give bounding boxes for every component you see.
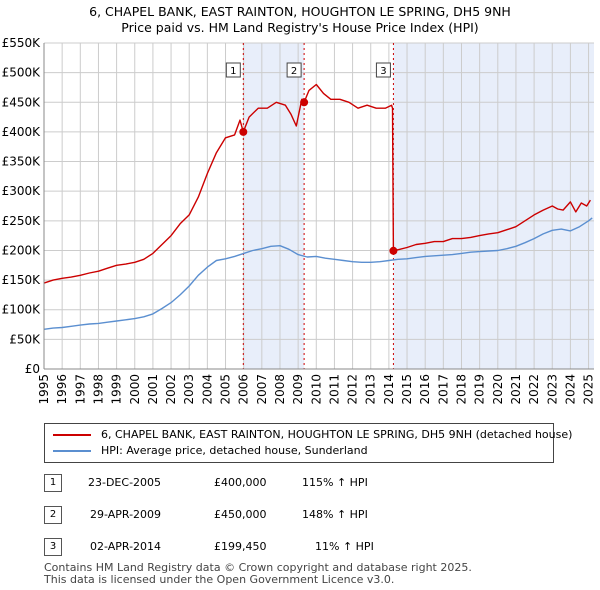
x-tick-label: 2025	[582, 374, 596, 405]
x-tick-label: 2008	[273, 374, 287, 405]
x-tick-label: 2001	[146, 374, 160, 405]
sale-date: 23-DEC-2005	[88, 476, 162, 489]
sale-hpi-change: 148% ↑ HPI	[302, 508, 368, 521]
y-tick-label: £400K	[2, 125, 42, 139]
x-tick-label: 1997	[73, 374, 87, 405]
chart-title-line2: Price paid vs. HM Land Registry's House …	[121, 20, 479, 35]
sale-number-badge: 2	[44, 506, 62, 524]
x-tick-label: 2012	[346, 374, 360, 405]
x-tick-label: 2009	[291, 374, 305, 405]
legend-swatch-property	[53, 434, 91, 436]
sale-label-box	[225, 62, 241, 78]
sale-hpi-change: 115% ↑ HPI	[302, 476, 368, 489]
x-tick-label: 2003	[182, 374, 196, 405]
footer-licence: This data is licensed under the Open Gov…	[44, 573, 395, 586]
y-tick-label: £350K	[2, 155, 42, 169]
x-tick-label: 2019	[473, 374, 487, 405]
y-tick-label: £50K	[9, 332, 41, 346]
sale-price: £450,000	[214, 508, 267, 521]
sale-date: 29-APR-2009	[90, 508, 162, 521]
table-row: 2 29-APR-2009 £450,000 148% ↑ HPI	[44, 505, 564, 525]
y-tick-label: £450K	[2, 95, 42, 109]
x-tick-label: 2020	[491, 374, 505, 405]
sale-point	[300, 98, 309, 107]
y-tick-label: £150K	[2, 273, 42, 287]
x-tick-label: 2010	[309, 374, 323, 405]
y-tick-label: £300K	[2, 184, 42, 198]
x-tick-label: 2017	[436, 374, 450, 405]
y-tick-label: £250K	[2, 214, 42, 228]
x-tick-label: 2015	[400, 374, 414, 405]
legend: 6, CHAPEL BANK, EAST RAINTON, HOUGHTON L…	[44, 423, 572, 463]
footer-copyright: Contains HM Land Registry data © Crown c…	[44, 561, 472, 574]
x-tick-label: 2018	[454, 374, 468, 405]
y-tick-label: £100K	[2, 303, 42, 317]
sale-hpi-change: 11% ↑ HPI	[315, 540, 374, 553]
x-tick-label: 1998	[91, 374, 105, 405]
x-tick-label: 2022	[527, 374, 541, 405]
shaded-period	[243, 43, 305, 369]
sale-label-box	[375, 62, 391, 78]
sale-number-badge: 1	[44, 474, 62, 492]
property-price-line	[43, 83, 591, 284]
x-tick-label: 2014	[382, 374, 396, 405]
sale-price: £199,450	[214, 540, 267, 553]
sale-point	[389, 246, 398, 255]
x-tick-label: 2006	[237, 374, 251, 405]
y-tick-label: £0	[25, 362, 40, 376]
sale-price: £400,000	[214, 476, 267, 489]
sale-label-number: 1	[230, 66, 236, 77]
shaded-period	[393, 43, 594, 369]
legend-item-hpi: HPI: Average price, detached house, Sund…	[45, 443, 553, 459]
x-tick-label: 2004	[200, 374, 214, 405]
sale-date: 02-APR-2014	[90, 540, 162, 553]
x-tick-label: 2007	[255, 374, 269, 405]
x-tick-label: 2000	[128, 374, 142, 405]
hpi-line	[43, 217, 593, 330]
y-tick-label: £550K	[2, 36, 42, 50]
legend-item-property: 6, CHAPEL BANK, EAST RAINTON, HOUGHTON L…	[45, 427, 572, 443]
x-tick-label: 1999	[110, 374, 124, 405]
sale-label-number: 3	[380, 66, 386, 77]
x-tick-label: 1996	[55, 374, 69, 405]
table-row: 1 23-DEC-2005 £400,000 115% ↑ HPI	[44, 473, 564, 493]
x-tick-label: 2023	[545, 374, 559, 405]
chart-title-line1: 6, CHAPEL BANK, EAST RAINTON, HOUGHTON L…	[89, 4, 511, 19]
price-chart: £0 £50K £100K £150K £200K £250K £300K £350K £400…	[2, 36, 596, 405]
x-tick-label: 2024	[563, 374, 577, 405]
legend-label-hpi: HPI: Average price, detached house, Sund…	[101, 444, 368, 457]
x-tick-label: 2011	[327, 374, 341, 405]
x-tick-label: 2013	[364, 374, 378, 405]
sale-number-badge: 3	[44, 538, 62, 556]
sale-point	[239, 127, 248, 136]
table-row: 3 02-APR-2014 £199,450 11% ↑ HPI	[44, 537, 564, 557]
legend-swatch-hpi	[53, 450, 91, 452]
y-tick-label: £200K	[2, 243, 42, 257]
x-tick-label: 2002	[164, 374, 178, 405]
legend-label-property: 6, CHAPEL BANK, EAST RAINTON, HOUGHTON L…	[101, 428, 573, 441]
sale-label-box	[286, 62, 302, 78]
x-tick-label: 2005	[219, 374, 233, 405]
sale-label-number: 2	[291, 66, 297, 77]
y-tick-label: £500K	[2, 66, 42, 80]
x-tick-label: 2021	[509, 374, 523, 405]
x-tick-label: 1995	[37, 374, 51, 405]
x-tick-label: 2016	[418, 374, 432, 405]
